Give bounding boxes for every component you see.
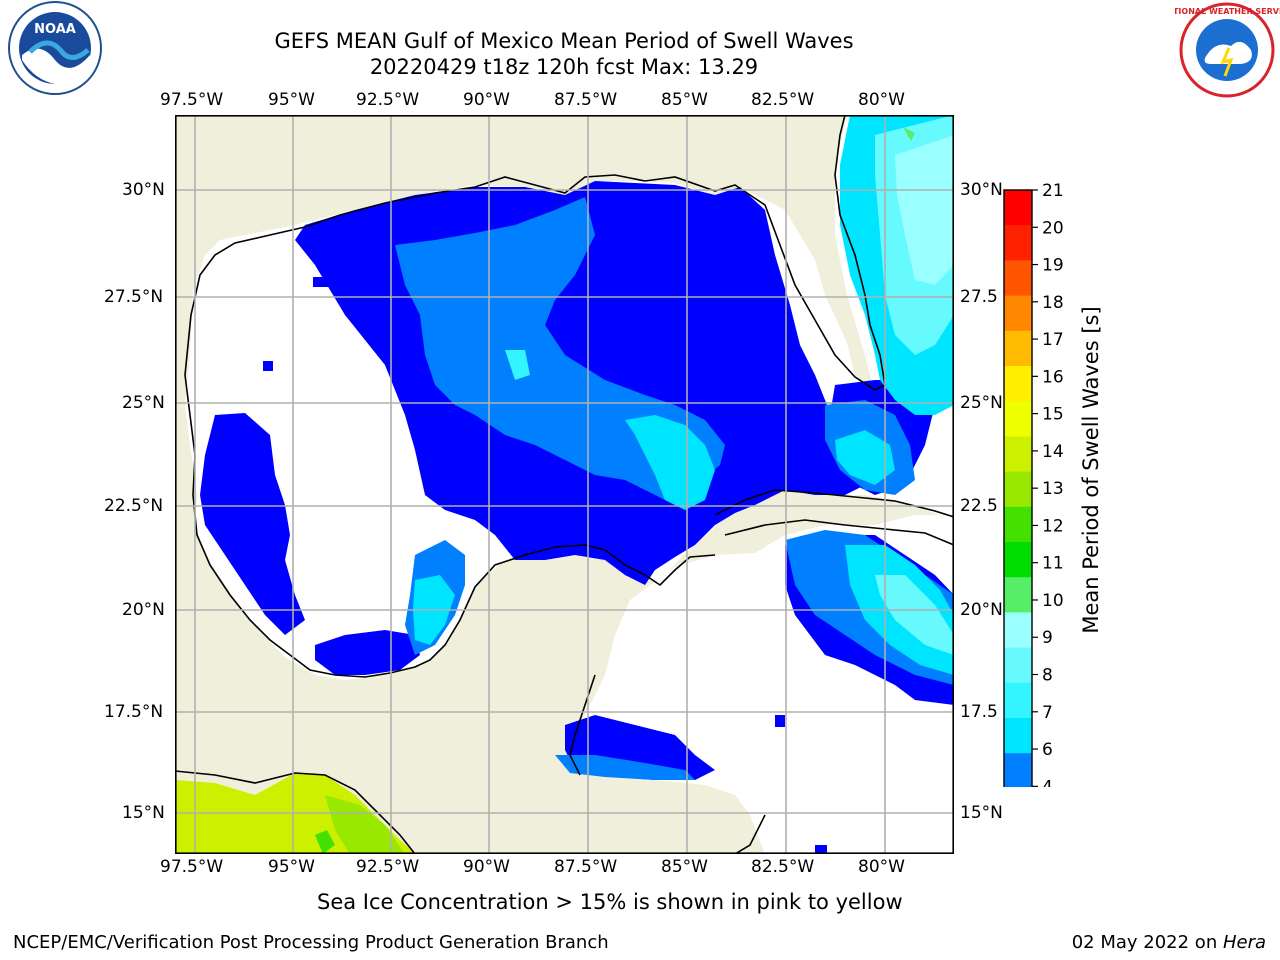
lon-label-top: 87.5°W <box>554 90 618 110</box>
lat-label-right: 22.5 <box>960 496 998 516</box>
chart-title-line2: 20220429 t18z 120h fcst Max: 13.29 <box>369 55 759 79</box>
colorbar-segment <box>1004 682 1032 719</box>
lat-label-right: 17.5 <box>960 702 998 722</box>
lon-label-bottom: 95°W <box>268 857 315 877</box>
lon-label-bottom: 90°W <box>463 857 510 877</box>
colorbar-tick-label: 14 <box>1042 442 1064 462</box>
chart-title-line1: GEFS MEAN Gulf of Mexico Mean Period of … <box>274 29 854 53</box>
colorbar-segment <box>1004 260 1032 297</box>
lon-label-top: 82.5°W <box>751 90 815 110</box>
colorbar-segment <box>1004 647 1032 684</box>
svg-text:NATIONAL WEATHER SERVICE: NATIONAL WEATHER SERVICE <box>1175 7 1280 16</box>
lon-label-top: 92.5°W <box>356 90 420 110</box>
lon-label-top: 85°W <box>661 90 708 110</box>
lon-label-bottom: 87.5°W <box>554 857 618 877</box>
colorbar-segment <box>1004 366 1032 402</box>
colorbar-tick-label: 4 <box>1042 777 1053 787</box>
map-panel <box>174 114 955 855</box>
colorbar-tick-label: 17 <box>1042 330 1064 350</box>
colorbar-segment <box>1004 436 1032 473</box>
lon-label-top: 90°W <box>463 90 510 110</box>
lon-label-bottom: 97.5°W <box>160 857 224 877</box>
map-svg <box>174 114 955 855</box>
lat-label-left: 15°N <box>122 803 165 823</box>
lon-label-top: 95°W <box>268 90 315 110</box>
colorbar-tick-label: 21 <box>1042 182 1064 201</box>
colorbar-tick-label: 16 <box>1042 367 1064 387</box>
coastlines <box>174 114 955 855</box>
lat-label-right: 25°N <box>960 393 1003 413</box>
lat-label-right: 20°N <box>960 600 1003 620</box>
footer-host: Hera <box>1222 932 1266 953</box>
colorbar-tick-label: 6 <box>1042 740 1053 760</box>
svg-text:NOAA: NOAA <box>34 22 76 37</box>
lon-label-bottom: 92.5°W <box>356 857 420 877</box>
colorbar-tick-label: 11 <box>1042 554 1064 574</box>
lon-label-bottom: 85°W <box>661 857 708 877</box>
gridlines <box>175 115 954 854</box>
sea-ice-note: Sea Ice Concentration > 15% is shown in … <box>317 890 903 914</box>
colorbar-segment <box>1004 401 1032 437</box>
colorbar-segment <box>1004 506 1032 543</box>
colorbar-segment <box>1004 330 1032 367</box>
lat-label-left: 22.5°N <box>104 496 164 516</box>
footer-branch: NCEP/EMC/Verification Post Processing Pr… <box>13 932 609 953</box>
lon-label-bottom: 82.5°W <box>751 857 815 877</box>
noaa-logo: NOAA <box>0 0 108 100</box>
colorbar-segment <box>1004 471 1032 508</box>
footer-date-text: 02 May 2022 on <box>1071 932 1223 953</box>
colorbar-segment <box>1004 225 1032 261</box>
colorbar-segment <box>1004 718 1032 754</box>
lat-label-left: 17.5°N <box>104 702 164 722</box>
colorbar-tick-label: 20 <box>1042 218 1064 238</box>
lon-label-top: 97.5°W <box>160 90 224 110</box>
colorbar-segment <box>1004 612 1032 649</box>
colorbar-tick-label: 19 <box>1042 256 1064 276</box>
lon-label-bottom: 80°W <box>858 857 905 877</box>
colorbar-tick-label: 18 <box>1042 293 1064 313</box>
colorbar-tick-label: 15 <box>1042 405 1064 425</box>
colorbar-tick-label: 7 <box>1042 703 1053 723</box>
colorbar-segment <box>1004 190 1032 226</box>
lat-label-left: 27.5°N <box>104 287 164 307</box>
nws-logo: NATIONAL WEATHER SERVICE <box>1161 0 1280 100</box>
colorbar-tick-label: 8 <box>1042 666 1053 686</box>
lon-label-top: 80°W <box>858 90 905 110</box>
colorbar-tick-label: 10 <box>1042 591 1064 611</box>
lat-label-right: 30°N <box>960 180 1003 200</box>
lat-label-left: 30°N <box>122 180 165 200</box>
lat-label-right: 15°N <box>960 803 1003 823</box>
footer-date: 02 May 2022 on Hera <box>1072 932 1266 953</box>
lat-label-right: 27.5 <box>960 287 998 307</box>
colorbar-tick-label: 9 <box>1042 628 1053 648</box>
lat-label-left: 20°N <box>122 600 165 620</box>
lat-label-left: 25°N <box>122 393 165 413</box>
map-frame <box>175 115 955 855</box>
colorbar-segment <box>1004 753 1032 789</box>
colorbar-label: Mean Period of Swell Waves [s] <box>1079 306 1103 634</box>
colorbar-segment <box>1004 295 1032 332</box>
colorbar-segment <box>1004 577 1032 613</box>
colorbar-segment <box>1004 542 1032 578</box>
colorbar-tick-label: 12 <box>1042 516 1064 536</box>
colorbar-tick-label: 13 <box>1042 479 1064 499</box>
